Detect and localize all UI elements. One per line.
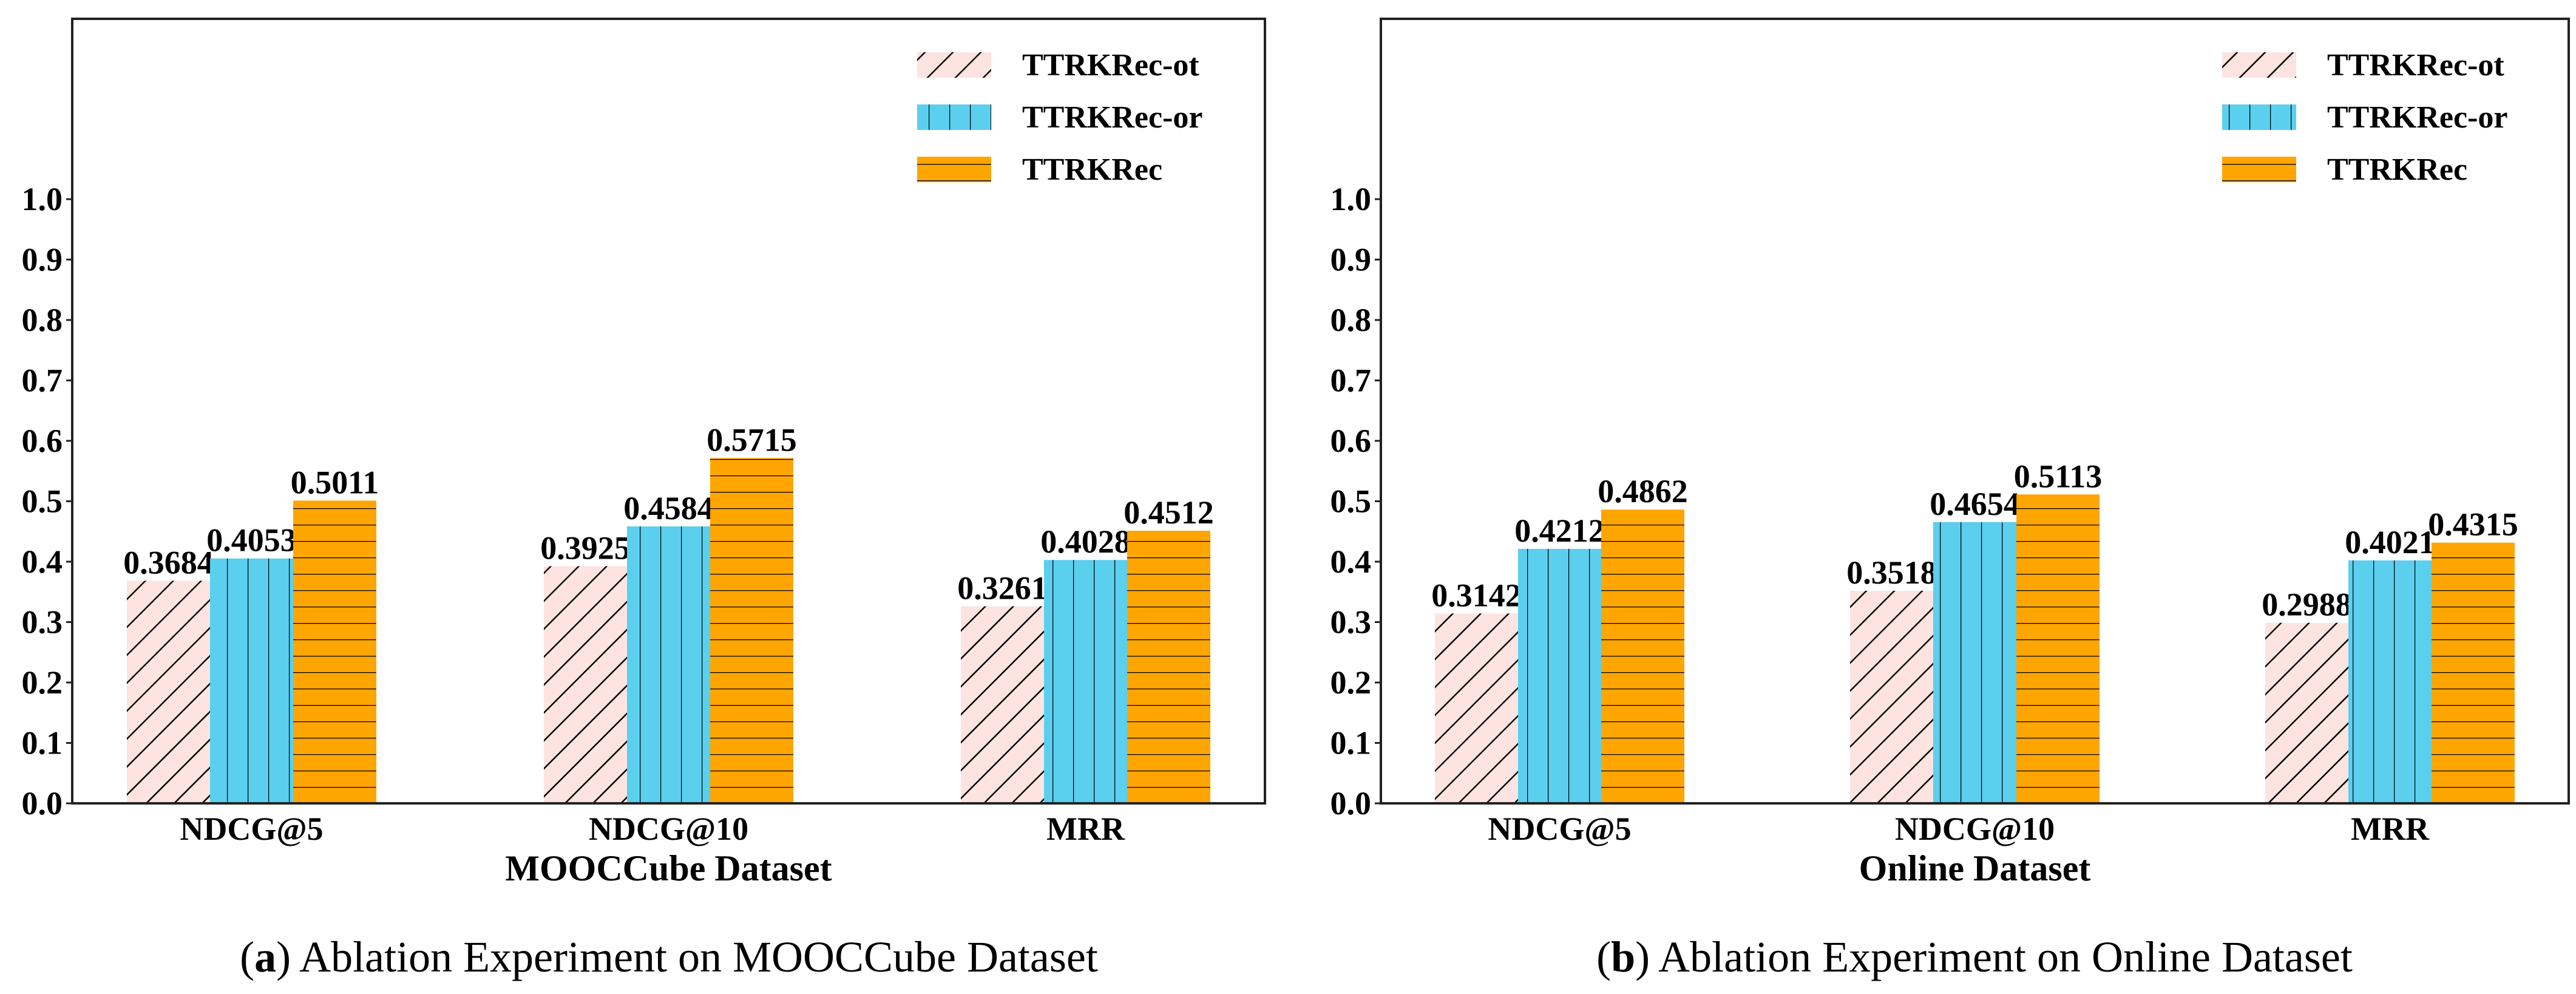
y-tick-label: 0.0	[22, 785, 63, 822]
y-tick-label: 0.9	[22, 242, 63, 278]
legend-label: TTRKRec-ot	[1022, 48, 1199, 83]
x-tick-label: MRR	[1046, 811, 1125, 847]
y-tick-label: 0.7	[1330, 363, 1372, 399]
bar-ot-ndcg-at-10	[1850, 590, 1933, 803]
y-tick-label: 0.2	[1330, 664, 1372, 701]
data-label: 0.2988	[2262, 587, 2352, 623]
y-tick-label: 0.2	[22, 664, 63, 701]
y-tick-label: 1.0	[22, 181, 63, 217]
y-tick-label: 0.5	[22, 483, 63, 520]
bar-or-mrr	[2348, 560, 2432, 803]
data-label: 0.3261	[957, 570, 1048, 607]
data-label: 0.4028	[1040, 523, 1131, 560]
x-tick-label: MRR	[2351, 811, 2430, 847]
data-label: 0.3684	[123, 544, 214, 580]
x-tick-label: NDCG@5	[1488, 811, 1631, 847]
legend-label: TTRKRec-ot	[2327, 48, 2504, 83]
data-label: 0.4512	[1124, 494, 1214, 531]
data-label: 0.4021	[2345, 524, 2435, 560]
x-axis-title: Online Dataset	[1859, 848, 2091, 888]
y-tick-label: 0.4	[1330, 543, 1372, 580]
legend-label: TTRKRec-or	[2327, 100, 2507, 135]
y-tick-label: 0.4	[22, 543, 63, 580]
bar-rec-mrr	[1127, 531, 1210, 803]
data-label: 0.5715	[707, 421, 797, 458]
data-label: 0.4584	[623, 490, 714, 526]
legend: TTRKRec-ot TTRKRec-or TTRKRec	[2222, 48, 2507, 187]
y-tick-label: 0.3	[1330, 604, 1372, 641]
chart-panel-b: 0.3142 0.3518 0.2988 0.4212 0.4654 0.4021 0.48…	[1330, 18, 2570, 981]
y-tick-label: 0.9	[1330, 242, 1372, 278]
bar-ot-ndcg-at-10	[544, 566, 627, 803]
y-tick-label: 0.1	[22, 725, 63, 761]
legend: TTRKRec-ot TTRKRec-or TTRKRec	[917, 48, 1202, 187]
y-tick-label: 0.1	[1330, 725, 1372, 761]
x-axis-title: MOOCCube Dataset	[505, 848, 832, 888]
bar-or-ndcg-at-5	[210, 558, 293, 803]
y-tick-label: 1.0	[1330, 181, 1372, 217]
y-tick-label: 0.7	[22, 363, 63, 399]
chart-panel-a: 0.3684 0.39250.32610.40530.45840.40280.50…	[22, 18, 1266, 981]
y-tick-label: 0.3	[22, 604, 63, 641]
x-tick-label: NDCG@10	[589, 811, 748, 847]
plot-frame	[1380, 18, 2570, 805]
data-label: 0.3142	[1431, 577, 1522, 613]
data-label: 0.3925	[540, 529, 631, 566]
y-tick-label: 0.6	[1330, 423, 1372, 459]
bar-rec-ndcg-at-5	[293, 500, 376, 803]
bar-rec-ndcg-at-5	[1601, 509, 1684, 803]
data-label: 0.3518	[1846, 554, 1937, 591]
y-tick-label: 0.6	[22, 423, 63, 459]
data-label: 0.4654	[1930, 486, 2020, 522]
plot-frame	[71, 18, 1266, 805]
figure-caption: (b) Ablation Experiment on Online Datase…	[1596, 933, 2353, 981]
data-label: 0.4315	[2428, 506, 2518, 543]
bar-or-ndcg-at-10	[627, 526, 710, 803]
bar-rec-ndcg-at-10	[2016, 494, 2100, 803]
bar-or-ndcg-at-10	[1933, 522, 2016, 803]
legend-label: TTRKRec	[1022, 152, 1162, 187]
figure-caption: (a) Ablation Experiment on MOOCCube Data…	[240, 933, 1098, 981]
y-tick-label: 0.8	[22, 302, 63, 338]
legend-label: TTRKRec	[2327, 152, 2467, 187]
bar-rec-mrr	[2432, 542, 2515, 803]
data-label: 0.5113	[2014, 458, 2103, 494]
legend-swatch-ot	[2222, 52, 2296, 78]
data-label: 0.4862	[1598, 473, 1688, 509]
legend-label: TTRKRec-or	[1022, 100, 1202, 135]
x-tick-label: NDCG@10	[1895, 811, 2055, 847]
data-label: 0.4212	[1514, 512, 1605, 549]
bar-or-mrr	[1044, 560, 1127, 803]
bar-ot-ndcg-at-5	[127, 580, 210, 803]
bar-ot-mrr	[2265, 622, 2348, 803]
bar-or-ndcg-at-5	[1518, 548, 1601, 803]
legend-swatch-ot	[917, 52, 991, 78]
legend-swatch-or	[2222, 104, 2296, 130]
x-tick-label: NDCG@5	[180, 811, 323, 847]
legend-swatch-or	[917, 104, 991, 130]
y-tick-label: 0.0	[1330, 785, 1372, 822]
legend-swatch-rec	[917, 157, 991, 182]
data-label: 0.4053	[206, 522, 297, 559]
bar-rec-ndcg-at-10	[710, 458, 793, 803]
y-tick-label: 0.8	[1330, 302, 1372, 338]
legend-swatch-rec	[2222, 157, 2296, 182]
y-tick-label: 0.5	[1330, 483, 1372, 520]
data-label: 0.5011	[291, 464, 379, 500]
bar-ot-mrr	[961, 606, 1044, 803]
bar-ot-ndcg-at-5	[1435, 613, 1518, 803]
